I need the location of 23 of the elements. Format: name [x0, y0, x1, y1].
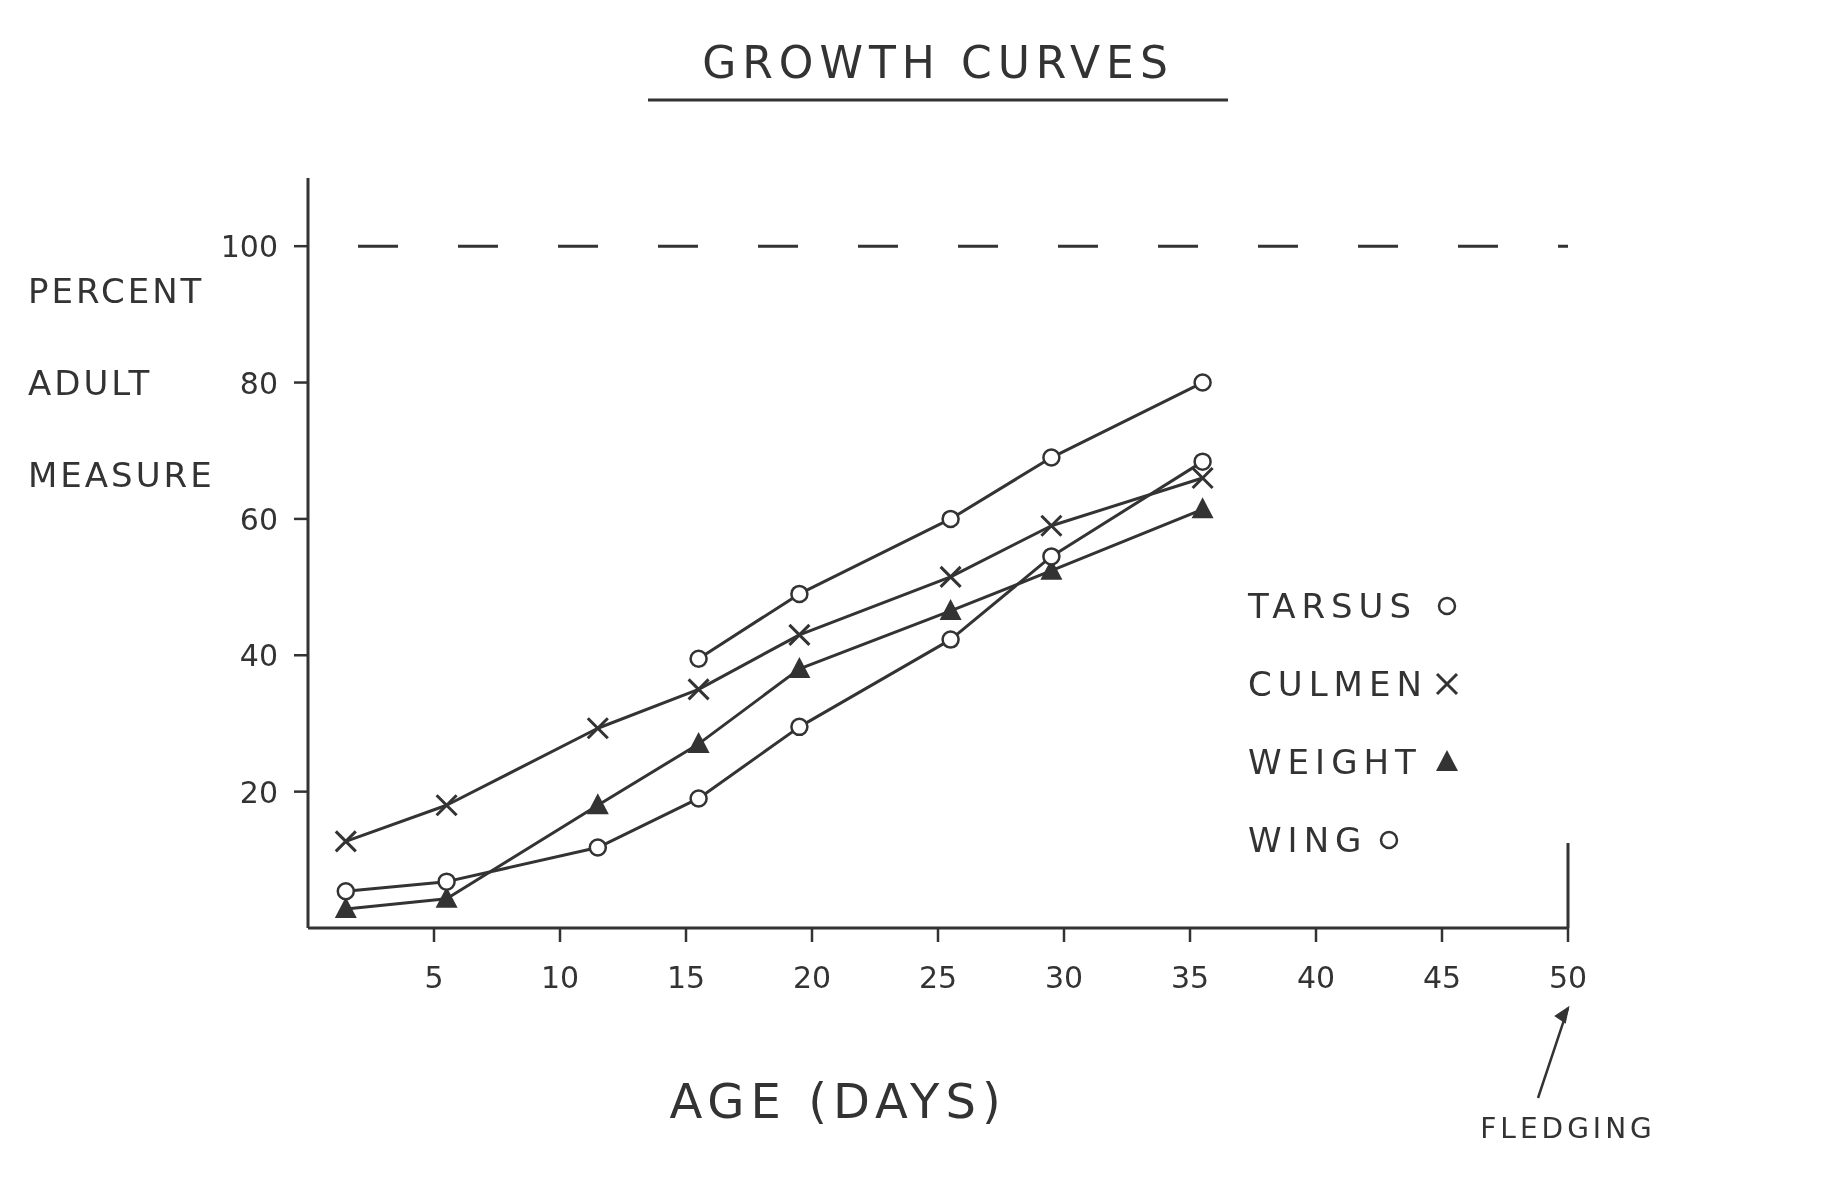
y-tick-label: 60	[239, 501, 278, 537]
x-tick-label: 25	[918, 960, 958, 995]
x-tick-label: 5	[424, 960, 444, 995]
x-tick-label: 35	[1170, 960, 1210, 995]
y-tick-label: 100	[220, 229, 278, 265]
legend-label: WING	[1248, 820, 1368, 860]
text: PERCENT ADULT MEASURE	[28, 270, 215, 495]
y-tick-label: 20	[239, 774, 278, 810]
x-tick-label: 15	[666, 960, 706, 995]
chart-title: GROWTH CURVES	[702, 37, 1174, 88]
y-tick-label: 40	[239, 638, 278, 674]
x-tick-label: 40	[1296, 960, 1336, 995]
text: FLEDGING	[1480, 1112, 1656, 1145]
x-tick-label: 30	[1044, 960, 1084, 995]
legend-label: TARSUS	[1247, 586, 1418, 626]
legend-label: WEIGHT	[1248, 742, 1422, 782]
y-tick-label: 80	[239, 365, 278, 401]
x-tick-label: 20	[792, 960, 832, 995]
x-tick-label: 50	[1548, 960, 1588, 995]
legend-label: CULMEN	[1248, 664, 1428, 704]
x-tick-label: 10	[540, 960, 580, 995]
x-tick-label: 45	[1422, 960, 1462, 995]
x-axis-title: AGE (DAYS)	[669, 1073, 1007, 1129]
